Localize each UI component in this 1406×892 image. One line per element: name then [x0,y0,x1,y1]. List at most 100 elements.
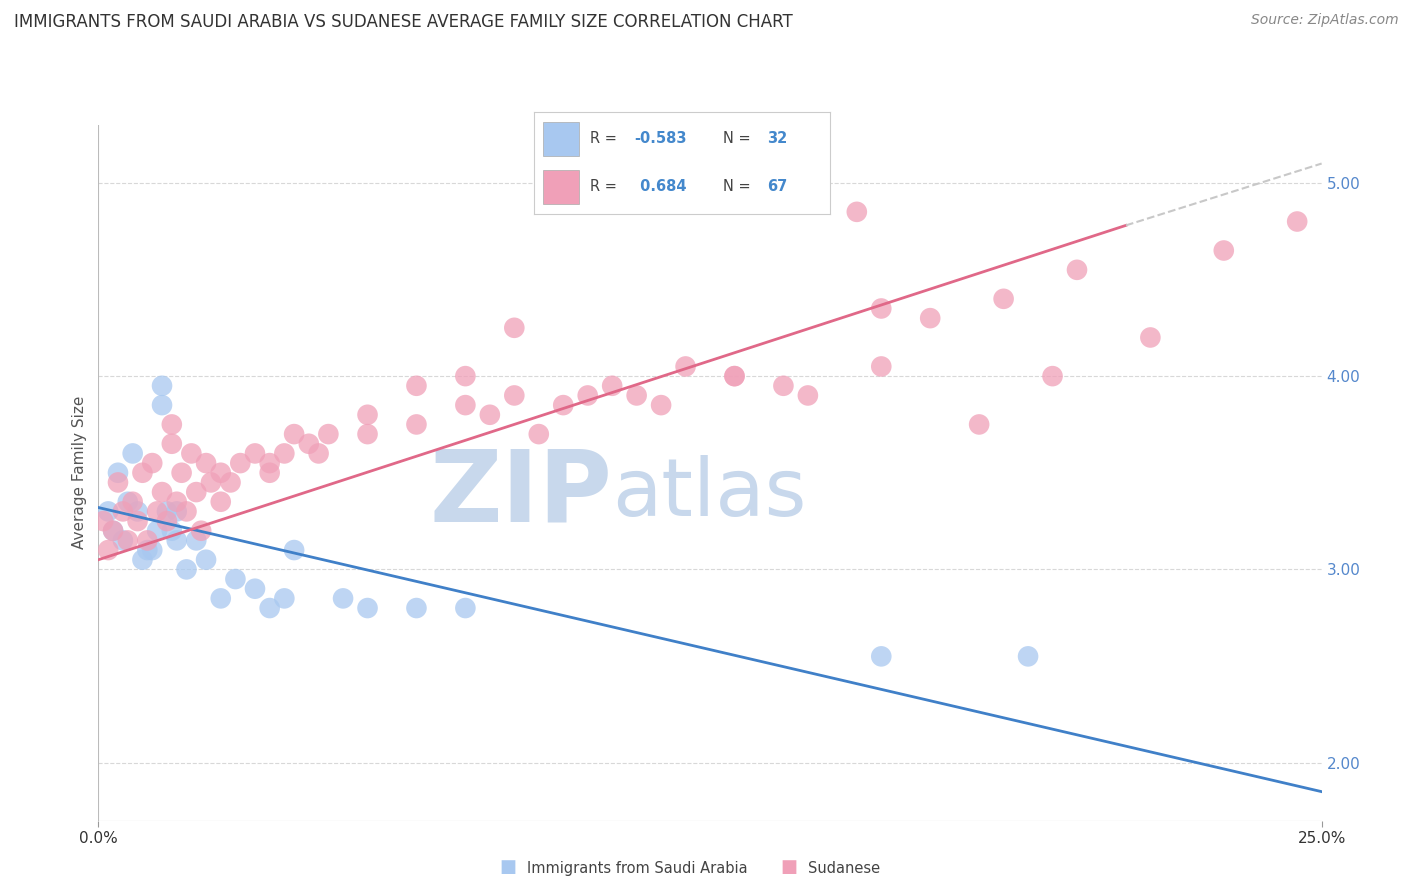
Point [117,533,139,548]
Point [243,582,266,596]
Point [870,359,893,374]
Point [224,572,246,586]
Point [454,398,477,412]
Point [121,494,143,508]
Point [209,591,232,606]
Point [772,378,794,392]
Text: Immigrants from Saudi Arabia: Immigrants from Saudi Arabia [527,861,748,876]
Point [356,601,378,615]
Point [478,408,501,422]
Point [97,543,120,558]
Point [243,446,266,460]
Point [797,388,820,402]
Text: 67: 67 [768,179,787,194]
Point [166,533,188,548]
Point [1212,244,1234,258]
Point [283,427,305,442]
Point [356,408,378,422]
Text: Source: ZipAtlas.com: Source: ZipAtlas.com [1251,13,1399,28]
Point [454,369,477,384]
Point [273,591,295,606]
Point [870,301,893,316]
Point [845,204,868,219]
Point [993,292,1015,306]
Point [107,466,129,480]
Point [209,466,232,480]
Point [111,533,134,548]
Point [146,504,169,518]
Point [332,591,354,606]
Point [160,417,183,432]
Text: ■: ■ [499,858,516,876]
Point [131,466,153,480]
Point [1017,649,1039,664]
Point [166,504,188,518]
Point [186,533,208,548]
Point [141,456,163,470]
Point [200,475,222,490]
Point [111,504,134,518]
Text: R =: R = [591,179,621,194]
Point [259,466,281,480]
Point [1042,369,1064,384]
Point [259,456,281,470]
Point [454,601,477,615]
Point [967,417,990,432]
Point [600,378,623,392]
Point [259,601,281,615]
Point [553,398,575,412]
Point [195,552,218,567]
Point [127,514,149,528]
Point [160,524,183,538]
Point [101,524,124,538]
Point [150,485,173,500]
Point [156,504,179,518]
Text: N =: N = [723,130,755,145]
Point [298,436,321,450]
Point [723,369,745,384]
Point [273,446,295,460]
Point [723,369,745,384]
Point [160,436,183,450]
Point [1066,262,1088,277]
Point [176,562,198,576]
Point [146,524,169,538]
Point [176,504,198,518]
Point [136,533,159,548]
Point [503,388,526,402]
Text: atlas: atlas [612,455,807,533]
Point [503,320,526,334]
Point [527,427,550,442]
Point [91,514,114,528]
Point [219,475,242,490]
Point [405,601,427,615]
Point [107,475,129,490]
Text: 0.684: 0.684 [634,179,686,194]
Text: IMMIGRANTS FROM SAUDI ARABIA VS SUDANESE AVERAGE FAMILY SIZE CORRELATION CHART: IMMIGRANTS FROM SAUDI ARABIA VS SUDANESE… [14,13,793,31]
Point [1286,214,1309,228]
Point [186,485,208,500]
Point [356,427,378,442]
FancyBboxPatch shape [543,170,579,204]
Point [195,456,218,470]
Point [308,446,330,460]
Point [675,359,697,374]
Point [318,427,340,442]
Point [117,494,139,508]
Point [405,378,427,392]
Text: Sudanese: Sudanese [808,861,880,876]
Point [136,543,159,558]
Point [180,446,202,460]
Y-axis label: Average Family Size: Average Family Size [72,396,87,549]
FancyBboxPatch shape [543,122,579,155]
Point [101,524,124,538]
Text: -0.583: -0.583 [634,130,688,145]
Point [150,398,173,412]
Point [209,494,232,508]
Text: 32: 32 [768,130,787,145]
Point [141,543,163,558]
Text: ZIP: ZIP [429,445,612,542]
Point [170,466,193,480]
Point [156,514,179,528]
Point [626,388,648,402]
